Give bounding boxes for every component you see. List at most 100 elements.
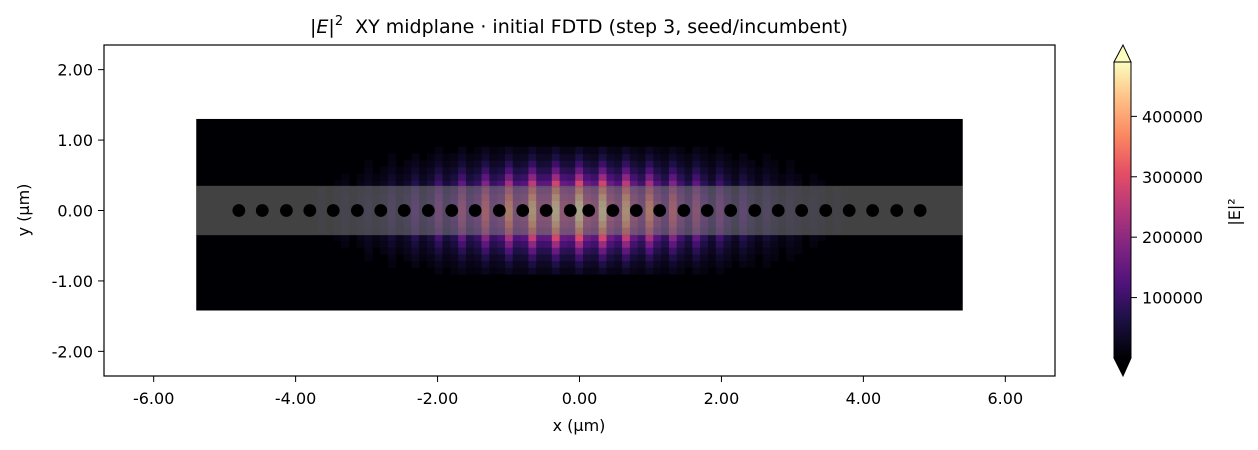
field-cell bbox=[614, 173, 623, 181]
field-cell bbox=[645, 233, 654, 242]
field-cell bbox=[372, 240, 381, 248]
field-cell bbox=[364, 166, 373, 175]
field-cell bbox=[692, 180, 701, 188]
field-cell bbox=[676, 253, 686, 262]
field-cell bbox=[426, 240, 436, 248]
field-cell bbox=[590, 173, 600, 181]
field-cell bbox=[567, 240, 576, 248]
field-cell bbox=[465, 180, 475, 188]
field-cell bbox=[614, 180, 623, 188]
field-cell bbox=[770, 233, 779, 242]
field-cell bbox=[598, 253, 608, 262]
field-cell bbox=[707, 240, 717, 248]
field-cell bbox=[512, 260, 522, 268]
field-cell bbox=[668, 160, 678, 168]
field-cell bbox=[606, 267, 615, 275]
field-cell bbox=[723, 180, 732, 188]
field-cell bbox=[411, 240, 420, 248]
field-cell bbox=[387, 166, 397, 175]
field-cell bbox=[567, 247, 576, 255]
field-cell bbox=[380, 247, 389, 255]
hole-marker bbox=[563, 204, 577, 217]
field-cell bbox=[481, 247, 490, 255]
plot-area bbox=[103, 44, 1056, 377]
field-cell bbox=[458, 146, 467, 155]
field-cell bbox=[434, 160, 444, 168]
field-cell bbox=[770, 166, 779, 175]
field-cell bbox=[762, 160, 772, 168]
field-cell bbox=[551, 173, 561, 181]
hole-marker bbox=[819, 204, 833, 217]
field-cell bbox=[676, 146, 686, 155]
field-cell bbox=[614, 247, 623, 255]
field-cell bbox=[786, 160, 795, 168]
hole-marker bbox=[913, 204, 927, 217]
field-cell bbox=[637, 146, 647, 155]
field-cell bbox=[622, 180, 631, 188]
field-cell bbox=[614, 267, 623, 275]
x-tick-label: -4.00 bbox=[275, 389, 316, 408]
hole-marker bbox=[724, 204, 738, 217]
field-cell bbox=[403, 247, 412, 255]
field-cell bbox=[528, 166, 537, 175]
hole-marker bbox=[748, 204, 762, 217]
field-cell bbox=[504, 153, 514, 161]
field-cell bbox=[504, 180, 514, 188]
hole-marker bbox=[374, 204, 388, 217]
field-cell bbox=[481, 146, 490, 155]
field-cell bbox=[504, 173, 514, 181]
field-cell bbox=[489, 267, 498, 275]
field-cell bbox=[481, 253, 490, 262]
field-cell bbox=[622, 173, 631, 181]
hole-marker bbox=[303, 204, 317, 217]
field-cell bbox=[746, 240, 756, 248]
field-cell bbox=[700, 240, 709, 248]
field-cell bbox=[770, 180, 779, 188]
field-cell bbox=[395, 166, 405, 175]
field-cell bbox=[489, 253, 498, 262]
field-cell bbox=[544, 160, 553, 168]
field-cell bbox=[426, 247, 436, 255]
field-cell bbox=[598, 160, 608, 168]
field-cell bbox=[684, 247, 693, 255]
field-cell bbox=[356, 173, 366, 181]
field-cell bbox=[419, 166, 428, 175]
field-cell bbox=[668, 173, 678, 181]
field-cell bbox=[661, 233, 670, 242]
colorbar-tick-label: 300000 bbox=[1142, 168, 1203, 187]
field-cell bbox=[434, 146, 444, 155]
field-cell bbox=[723, 253, 732, 262]
field-cell bbox=[426, 253, 436, 262]
field-cell bbox=[653, 267, 662, 275]
field-cell bbox=[497, 260, 506, 268]
photonic-crystal-holes bbox=[232, 204, 927, 217]
field-cell bbox=[481, 166, 490, 175]
field-cell bbox=[645, 153, 654, 161]
field-cell bbox=[707, 173, 717, 181]
field-cell bbox=[473, 267, 483, 275]
field-cell bbox=[504, 260, 514, 268]
field-cell bbox=[723, 160, 732, 168]
field-cell bbox=[684, 153, 693, 161]
y-tick-label: 2.00 bbox=[57, 61, 93, 80]
field-cell bbox=[333, 180, 342, 188]
field-cell bbox=[434, 247, 444, 255]
hole-marker bbox=[606, 204, 620, 217]
field-cell bbox=[520, 173, 530, 181]
field-cell bbox=[465, 267, 475, 275]
field-cell bbox=[544, 166, 553, 175]
field-cell bbox=[746, 160, 756, 168]
field-cell bbox=[497, 247, 506, 255]
field-cell bbox=[629, 260, 639, 268]
field-cell bbox=[536, 267, 545, 275]
field-cell bbox=[653, 166, 662, 175]
field-cell bbox=[715, 173, 725, 181]
field-cell bbox=[661, 153, 670, 161]
field-cell bbox=[723, 247, 732, 255]
field-cell bbox=[411, 166, 420, 175]
field-cell bbox=[606, 153, 615, 161]
field-cell bbox=[614, 146, 623, 155]
field-cell bbox=[473, 173, 483, 181]
field-cell bbox=[536, 247, 545, 255]
field-cell bbox=[629, 146, 639, 155]
